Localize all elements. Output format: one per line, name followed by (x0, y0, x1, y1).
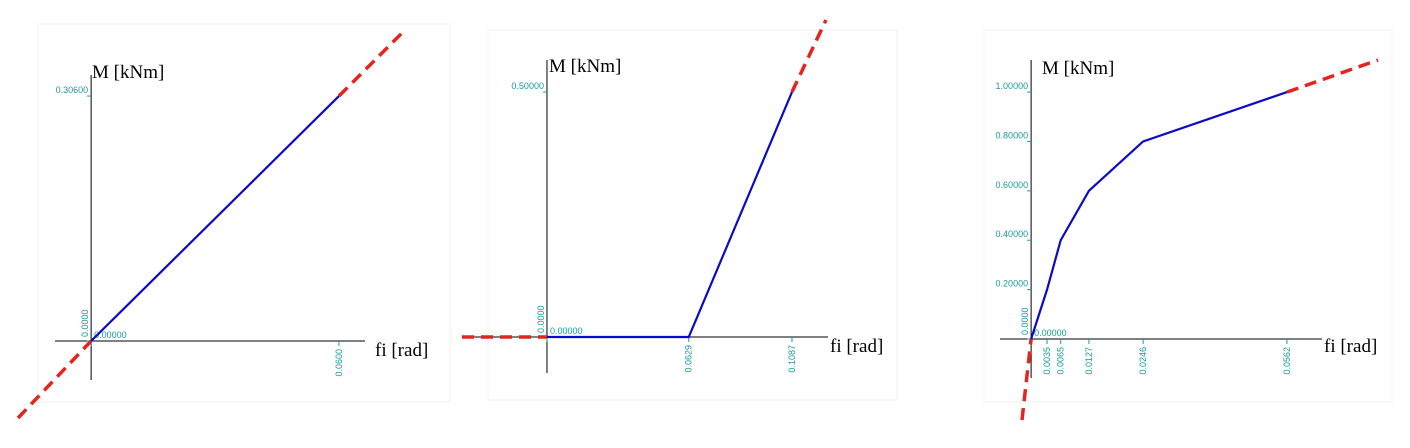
x-axis-label: fi [rad] (830, 336, 883, 357)
y-tick-label: 0.50000 (511, 81, 544, 91)
x-tick-label: 0.0246 (1138, 347, 1148, 375)
x-tick-label: 0.0065 (1056, 347, 1066, 375)
y-tick-label: 0.60000 (996, 180, 1029, 190)
series-line (1020, 338, 1033, 421)
x-axis-label: fi [rad] (375, 340, 428, 361)
series-line (1286, 58, 1379, 94)
x-tick-label: 0.1087 (787, 345, 797, 373)
y-axis-label: M [kNm] (549, 56, 621, 77)
y-tick-label: 0.00000 (94, 330, 127, 340)
panel (983, 29, 1393, 403)
series-line (90, 95, 340, 342)
series-line (790, 19, 828, 93)
x-tick-label: 0.0562 (1282, 347, 1292, 375)
series-line (337, 30, 405, 98)
series-line (546, 91, 793, 339)
x-tick-label: 0.0127 (1084, 347, 1094, 375)
x-tick-label: 0.0629 (684, 345, 694, 373)
y-tick-label: 0.00000 (1034, 328, 1067, 338)
y-axis-label: M [kNm] (92, 62, 164, 83)
panel (37, 23, 451, 403)
panel (487, 29, 898, 401)
x-axis-label: fi [rad] (1324, 336, 1377, 357)
y-axis-label: M [kNm] (1042, 58, 1114, 79)
x-tick-label: 0.0000 (80, 309, 90, 337)
y-tick-label: 1.00000 (996, 81, 1029, 91)
y-tick-label: 0.80000 (996, 130, 1029, 140)
y-tick-label: 0.40000 (996, 229, 1029, 239)
y-tick-label: 0.20000 (996, 279, 1029, 289)
x-tick-label: 0.0600 (334, 349, 344, 377)
y-tick-label: 0.00000 (550, 326, 583, 336)
x-tick-label: 0.0000 (536, 305, 546, 333)
y-tick-label: 0.30600 (56, 85, 89, 95)
x-tick-label: 0.0035 (1042, 347, 1052, 375)
x-tick-label: 0.0000 (1020, 307, 1030, 335)
series-line (16, 339, 93, 420)
series-line (1030, 91, 1288, 340)
